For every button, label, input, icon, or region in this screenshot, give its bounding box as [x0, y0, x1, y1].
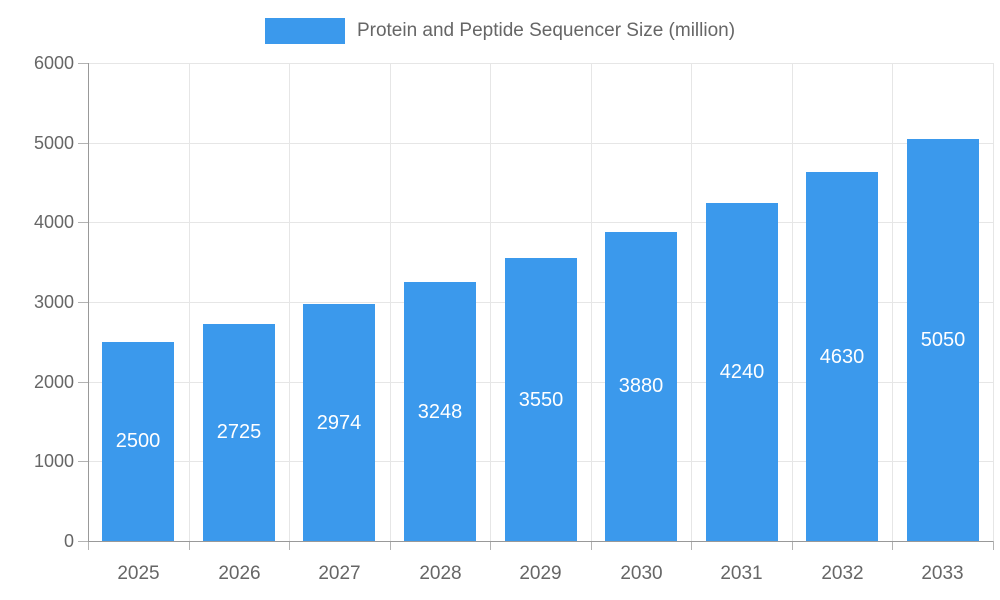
bar-2029[interactable]	[505, 258, 577, 541]
y-gridline	[88, 143, 993, 144]
y-axis-tick-label: 5000	[33, 133, 74, 153]
x-axis-tick-label: 2033	[921, 563, 964, 584]
x-tick-mark	[289, 541, 290, 550]
x-axis-tick-label: 2031	[720, 563, 763, 584]
x-gridline	[792, 63, 793, 541]
y-axis-tick-label: 2000	[33, 372, 74, 392]
y-axis-tick-label: 6000	[33, 53, 74, 73]
y-tick-mark	[78, 461, 88, 462]
x-tick-mark	[993, 541, 994, 550]
y-tick-mark	[78, 143, 88, 144]
bar-2030[interactable]	[605, 232, 677, 541]
y-axis-tick-label: 1000	[33, 451, 74, 471]
y-tick-mark	[78, 382, 88, 383]
x-tick-mark	[88, 541, 89, 550]
y-tick-mark	[78, 63, 88, 64]
x-axis-tick-label: 2025	[117, 563, 160, 584]
bar-2028[interactable]	[404, 282, 476, 541]
x-gridline	[189, 63, 190, 541]
x-axis-tick-label: 2032	[821, 563, 864, 584]
x-gridline	[691, 63, 692, 541]
x-tick-mark	[792, 541, 793, 550]
bar-2027[interactable]	[303, 304, 375, 541]
bar-2025[interactable]	[102, 342, 174, 541]
x-gridline	[390, 63, 391, 541]
bar-2031[interactable]	[706, 203, 778, 541]
x-gridline	[289, 63, 290, 541]
x-tick-mark	[189, 541, 190, 550]
x-axis-line	[88, 541, 993, 542]
legend-label: Protein and Peptide Sequencer Size (mill…	[356, 20, 736, 41]
y-axis-tick-label: 3000	[33, 292, 74, 312]
y-gridline	[88, 222, 993, 223]
bar-2032[interactable]	[806, 172, 878, 541]
y-tick-mark	[78, 222, 88, 223]
x-axis-tick-label: 2027	[318, 563, 361, 584]
x-gridline	[591, 63, 592, 541]
x-gridline	[490, 63, 491, 541]
x-tick-mark	[591, 541, 592, 550]
y-tick-mark	[78, 302, 88, 303]
y-axis-tick-label: 0	[63, 531, 74, 551]
y-gridline	[88, 63, 993, 64]
x-tick-mark	[390, 541, 391, 550]
x-tick-mark	[691, 541, 692, 550]
x-axis-tick-label: 2028	[419, 563, 462, 584]
legend[interactable]: Protein and Peptide Sequencer Size (mill…	[0, 16, 1000, 46]
bar-2026[interactable]	[203, 324, 275, 541]
x-tick-mark	[490, 541, 491, 550]
x-axis-tick-label: 2026	[218, 563, 261, 584]
x-gridline	[892, 63, 893, 541]
x-axis-tick-label: 2029	[519, 563, 562, 584]
bar-2033[interactable]	[907, 139, 979, 541]
y-axis-line	[88, 63, 89, 541]
x-axis-tick-label: 2030	[620, 563, 663, 584]
legend-swatch	[264, 18, 345, 44]
x-gridline	[993, 63, 994, 541]
y-tick-mark	[78, 541, 88, 542]
x-tick-mark	[892, 541, 893, 550]
y-axis-tick-label: 4000	[33, 212, 74, 232]
